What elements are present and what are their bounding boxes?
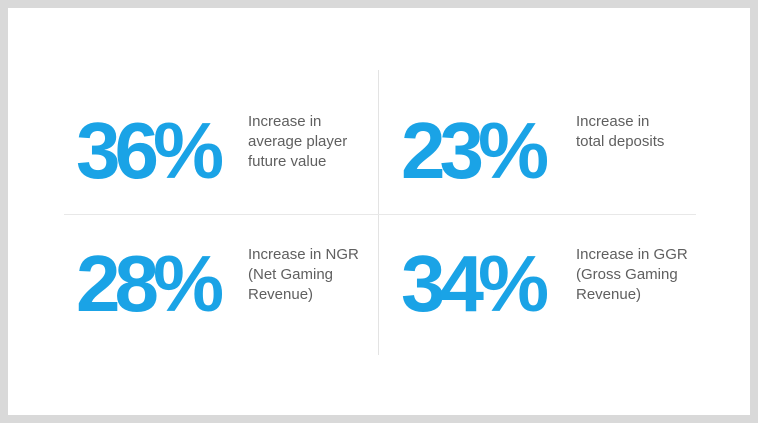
stat-value: 23%	[401, 106, 549, 195]
stat-value: 34%	[401, 239, 549, 328]
stat-description: Increase in total deposits	[576, 113, 665, 150]
stat-player-future-value: 36% Increase in average player future va…	[76, 111, 347, 191]
stat-total-deposits: 23% Increase in total deposits	[401, 111, 664, 191]
vertical-divider	[378, 70, 379, 355]
stat-ggr: 34% Increase in GGR (Gross Gaming Revenu…	[401, 244, 688, 324]
stat-value: 36%	[76, 106, 224, 195]
horizontal-divider	[64, 214, 696, 215]
stat-description: Increase in GGR (Gross Gaming Revenue)	[576, 246, 688, 303]
stat-ngr: 28% Increase in NGR (Net Gaming Revenue)	[76, 244, 359, 324]
stat-value: 28%	[76, 239, 224, 328]
stat-description: Increase in average player future value	[248, 113, 348, 170]
stats-card: 36% Increase in average player future va…	[8, 8, 750, 415]
stat-description: Increase in NGR (Net Gaming Revenue)	[248, 246, 359, 303]
